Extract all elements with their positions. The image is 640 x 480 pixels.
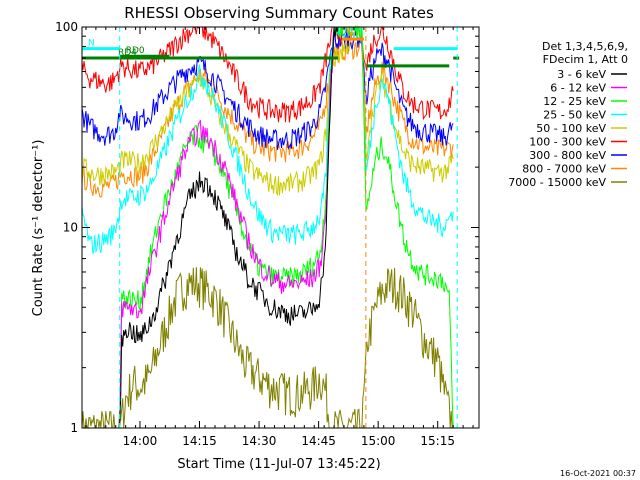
legend-entry-label: 7000 - 15000 keV	[508, 176, 606, 189]
legend-header-line: FDecim 1, Att 0	[543, 53, 628, 66]
state-label-rd4: RD4	[118, 48, 137, 58]
series-line-50-100-keV	[81, 25, 454, 197]
chart-title: RHESSI Observing Summary Count Rates	[124, 4, 434, 22]
y-tick-label: 1	[70, 421, 78, 435]
legend-entry-label: 50 - 100 keV	[536, 122, 606, 135]
series-line-7000-15000-keV	[81, 267, 454, 430]
legend-entry-label: 12 - 25 keV	[543, 95, 606, 108]
x-tick-label: 15:15	[420, 434, 455, 448]
x-tick-label: 15:00	[361, 434, 396, 448]
series-line-12-25-keV	[119, 25, 454, 429]
series-line-100-300-keV	[81, 25, 454, 123]
date-stamp: 16-Oct-2021 00:37	[560, 469, 636, 478]
series-layer	[81, 25, 454, 430]
x-axis-label: Start Time (11-Jul-07 13:45:22)	[177, 457, 380, 472]
legend-entry-label: 3 - 6 keV	[557, 68, 606, 81]
x-tick-label: 14:15	[182, 434, 217, 448]
series-line-6-12-keV	[119, 26, 335, 426]
legend-header-line: Det 1,3,4,5,6,9,	[542, 40, 628, 53]
legend-entry-label: 6 - 12 keV	[550, 82, 606, 95]
legend-entry-label: 100 - 300 keV	[529, 136, 606, 149]
x-tick-label: 14:00	[123, 434, 158, 448]
y-tick-label: 100	[55, 20, 78, 34]
legend-entry-label: 25 - 50 keV	[543, 109, 606, 122]
axes-layer: 14:00 14:15 14:30 14:45 15:00 15:15 1 10 100	[55, 20, 479, 448]
series-line-300-800-keV	[81, 26, 454, 150]
legend-entry-label: 300 - 800 keV	[529, 149, 606, 162]
x-tick-label: 14:45	[301, 434, 336, 448]
legend-entry-label: 800 - 7000 keV	[522, 163, 606, 176]
y-axis-label: Count Rate (s⁻¹ detector⁻¹)	[31, 140, 46, 317]
state-label-n: N	[88, 39, 95, 49]
legend: Det 1,3,4,5,6,9,FDecim 1, Att 0 3 - 6 keV…	[508, 40, 628, 189]
state-label-rd0: RD0	[126, 46, 145, 56]
series-line-25-50-keV	[81, 26, 454, 254]
y-tick-label: 10	[63, 221, 78, 235]
x-tick-label: 14:30	[242, 434, 277, 448]
series-line-3-6-keV	[119, 26, 339, 426]
state-label-s: S	[348, 29, 354, 39]
